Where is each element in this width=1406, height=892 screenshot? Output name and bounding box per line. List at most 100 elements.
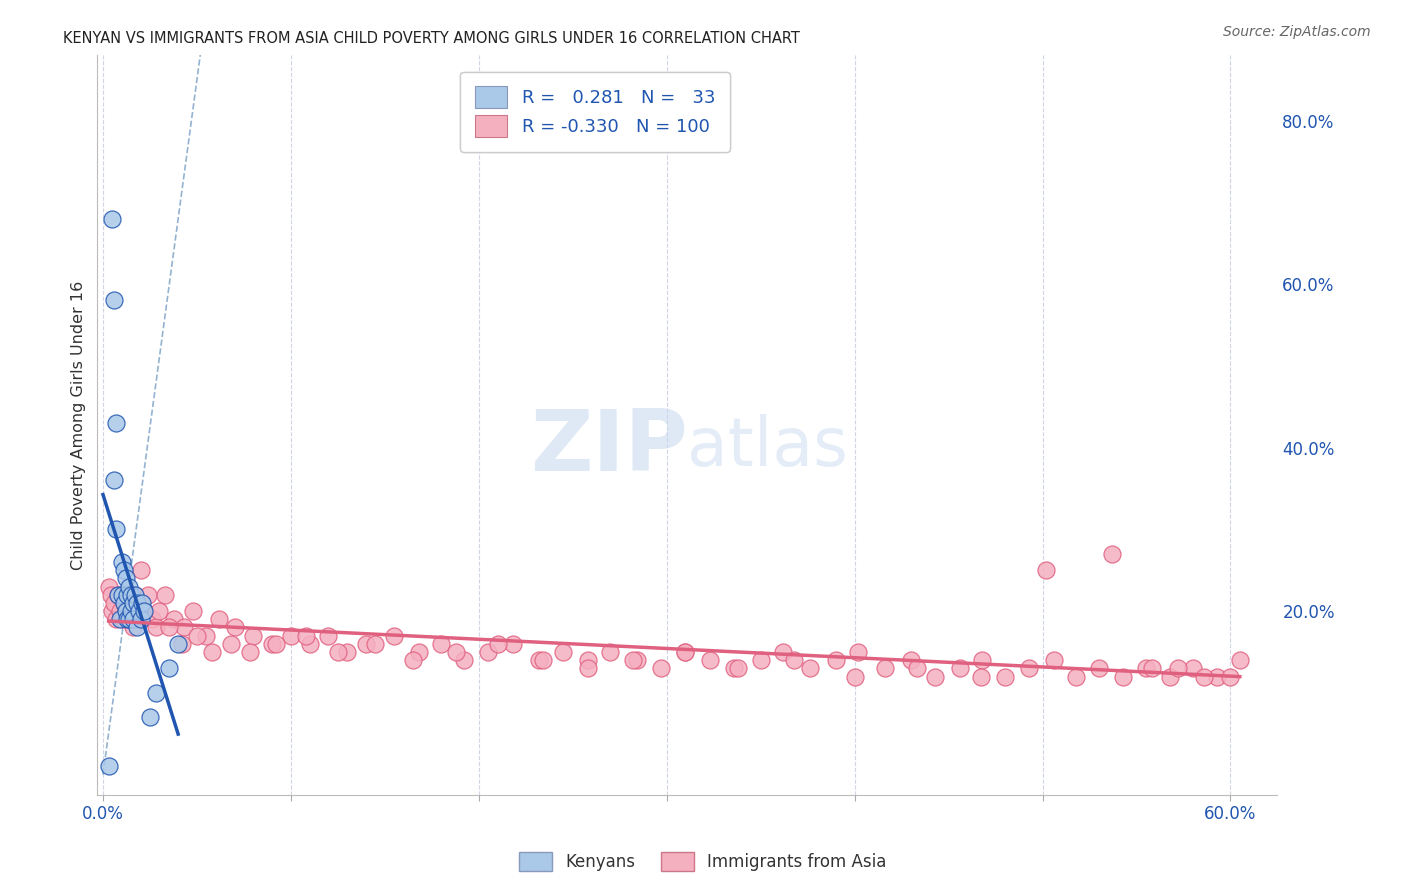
Point xyxy=(111,612,134,626)
Point xyxy=(848,645,870,659)
Point xyxy=(783,653,806,667)
Point xyxy=(112,563,135,577)
Point xyxy=(242,629,264,643)
Point xyxy=(139,710,162,724)
Point xyxy=(1229,653,1251,667)
Point xyxy=(105,612,128,626)
Point xyxy=(900,653,922,667)
Point xyxy=(122,596,145,610)
Point xyxy=(120,588,142,602)
Point xyxy=(1035,563,1057,577)
Point xyxy=(129,563,152,577)
Point xyxy=(170,637,193,651)
Point xyxy=(128,604,150,618)
Point xyxy=(1167,661,1189,675)
Point xyxy=(553,645,575,659)
Point xyxy=(157,620,180,634)
Point xyxy=(103,596,125,610)
Point xyxy=(118,612,141,626)
Point xyxy=(117,612,139,626)
Point xyxy=(101,604,124,618)
Point xyxy=(117,612,139,626)
Point xyxy=(114,604,136,618)
Point xyxy=(354,637,377,651)
Point xyxy=(280,629,302,643)
Point xyxy=(107,588,129,602)
Point xyxy=(336,645,359,659)
Point xyxy=(129,612,152,626)
Point xyxy=(905,661,928,675)
Point xyxy=(446,645,468,659)
Point xyxy=(364,637,387,651)
Point xyxy=(103,473,125,487)
Point xyxy=(1018,661,1040,675)
Point xyxy=(621,653,644,667)
Point xyxy=(100,588,122,602)
Point xyxy=(262,637,284,651)
Point xyxy=(163,612,186,626)
Point xyxy=(675,645,697,659)
Point xyxy=(117,588,139,602)
Point xyxy=(994,669,1017,683)
Point xyxy=(749,653,772,667)
Point xyxy=(1206,669,1229,683)
Text: atlas: atlas xyxy=(688,414,848,480)
Point xyxy=(295,629,318,643)
Point xyxy=(120,604,142,618)
Point xyxy=(824,653,846,667)
Point xyxy=(402,653,425,667)
Point xyxy=(298,637,321,651)
Point xyxy=(772,645,794,659)
Legend: R =   0.281   N =   33, R = -0.330   N = 100: R = 0.281 N = 33, R = -0.330 N = 100 xyxy=(460,71,730,152)
Point xyxy=(1101,547,1123,561)
Point xyxy=(114,604,136,618)
Point xyxy=(969,669,991,683)
Point xyxy=(502,637,524,651)
Point xyxy=(1066,669,1088,683)
Point xyxy=(1112,669,1135,683)
Text: KENYAN VS IMMIGRANTS FROM ASIA CHILD POVERTY AMONG GIRLS UNDER 16 CORRELATION CH: KENYAN VS IMMIGRANTS FROM ASIA CHILD POV… xyxy=(63,31,800,46)
Point xyxy=(157,661,180,675)
Point xyxy=(111,555,134,569)
Point xyxy=(173,620,195,634)
Point xyxy=(124,588,146,602)
Point xyxy=(124,588,146,602)
Point xyxy=(136,588,159,602)
Point xyxy=(105,416,128,430)
Point xyxy=(101,211,124,226)
Point xyxy=(186,629,208,643)
Point xyxy=(118,596,141,610)
Point xyxy=(125,620,148,634)
Point xyxy=(626,653,648,667)
Point xyxy=(873,661,896,675)
Y-axis label: Child Poverty Among Girls Under 16: Child Poverty Among Girls Under 16 xyxy=(72,280,86,570)
Point xyxy=(1135,661,1157,675)
Point xyxy=(486,637,509,651)
Point xyxy=(318,629,340,643)
Point xyxy=(111,588,134,602)
Point xyxy=(134,604,156,618)
Point xyxy=(1181,661,1204,675)
Point xyxy=(181,604,204,618)
Point xyxy=(224,620,246,634)
Point xyxy=(105,522,128,536)
Point xyxy=(107,588,129,602)
Point xyxy=(1140,661,1163,675)
Point xyxy=(195,629,218,643)
Point xyxy=(1159,669,1181,683)
Point xyxy=(131,596,153,610)
Point xyxy=(125,596,148,610)
Point xyxy=(134,604,156,618)
Point xyxy=(208,612,231,626)
Point xyxy=(238,645,260,659)
Point xyxy=(1219,669,1241,683)
Legend: Kenyans, Immigrants from Asia: Kenyans, Immigrants from Asia xyxy=(510,843,896,880)
Point xyxy=(122,620,145,634)
Point xyxy=(97,759,120,773)
Point xyxy=(723,661,745,675)
Point xyxy=(972,653,994,667)
Point xyxy=(650,661,672,675)
Point xyxy=(114,571,136,585)
Point xyxy=(453,653,475,667)
Point xyxy=(125,612,148,626)
